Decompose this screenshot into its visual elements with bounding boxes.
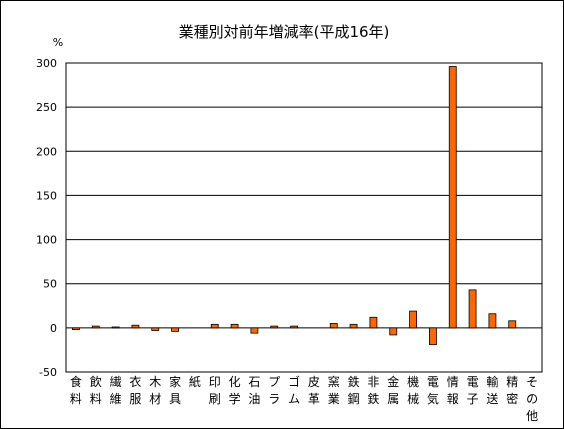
bar <box>230 323 239 329</box>
x-tick-label: 金属 <box>387 374 399 406</box>
x-tick-label: 化学 <box>229 375 241 406</box>
bar <box>270 325 279 329</box>
plot-area <box>65 62 543 373</box>
bar <box>349 323 358 329</box>
bar <box>151 327 160 331</box>
x-tick-label: 電子 <box>467 375 479 406</box>
bar <box>409 310 417 329</box>
bars <box>72 66 517 346</box>
bar <box>389 327 398 336</box>
bar <box>111 326 120 329</box>
bar <box>250 327 259 334</box>
y-tick-label: -50 <box>39 366 57 379</box>
x-tick-label: 窯業 <box>328 374 340 406</box>
x-tick-label: 機械 <box>407 374 419 406</box>
x-tick-label: 家具 <box>169 374 181 406</box>
y-tick-label: 150 <box>36 189 57 202</box>
x-tick-label: 皮革 <box>308 375 320 406</box>
chart-title: 業種別対前年増減率(平成16年) <box>179 23 390 41</box>
bar <box>131 324 140 329</box>
x-tick-label: 印刷 <box>209 375 221 406</box>
x-tick-label: 繊維 <box>110 375 122 406</box>
y-axis-unit-label: % <box>53 36 63 49</box>
bar <box>488 313 497 329</box>
x-tick-label: 鉄鋼 <box>348 374 360 406</box>
x-tick-label: 精密 <box>506 375 518 406</box>
y-tick-label: 200 <box>36 145 57 158</box>
x-tick-label: 紙 <box>189 374 201 389</box>
y-tick-label: 250 <box>36 101 57 114</box>
x-tick-label: プラ <box>268 375 280 406</box>
bar <box>508 320 517 329</box>
x-tick-label: その他 <box>526 375 538 423</box>
gridlines <box>66 106 542 329</box>
bar <box>171 327 179 332</box>
bar <box>290 325 298 329</box>
x-tick-label: 衣服 <box>129 374 141 406</box>
x-tick-label: 輸送 <box>486 374 498 406</box>
bar <box>72 327 80 331</box>
x-tick-label: 食料 <box>70 374 82 406</box>
y-tick-labels: 300 250 200 150 100 50 0 -50 <box>36 57 57 379</box>
x-tick-label: 情報 <box>447 375 459 406</box>
x-tick-label: ゴム <box>288 374 300 406</box>
x-tick-label: 電気 <box>427 375 439 406</box>
bar <box>91 325 100 329</box>
bar <box>210 323 219 329</box>
bar <box>329 323 338 329</box>
x-tick-label: 飲料 <box>90 374 102 406</box>
y-tick-label: 0 <box>50 322 57 335</box>
bar <box>448 66 457 329</box>
y-tick-label: 50 <box>43 278 57 291</box>
x-tick-label: 木材 <box>149 375 161 406</box>
bar <box>369 316 378 329</box>
x-tick-label: 非鉄 <box>367 375 379 406</box>
bar <box>429 327 437 346</box>
y-tick-label: 100 <box>36 234 57 247</box>
y-tick-label: 300 <box>36 57 57 70</box>
x-tick-label: 石油 <box>248 375 260 406</box>
bar <box>468 289 477 329</box>
